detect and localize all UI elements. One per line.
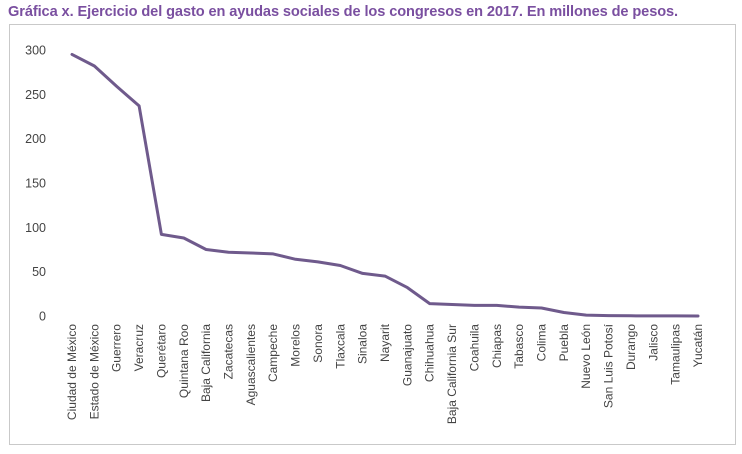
data-point <box>406 286 409 289</box>
chart-title: Gráfica x. Ejercicio del gasto en ayudas… <box>8 4 679 20</box>
data-point <box>71 53 74 56</box>
data-point <box>697 315 700 318</box>
y-tick-label: 200 <box>25 132 46 146</box>
data-point <box>205 248 208 251</box>
data-point <box>316 260 319 263</box>
y-tick-label: 150 <box>25 177 46 191</box>
data-point <box>451 303 454 306</box>
data-point <box>674 314 677 317</box>
x-tick-label: Tamaulipas <box>669 324 683 385</box>
x-tick-label: Sonora <box>311 324 325 363</box>
data-point <box>518 306 521 309</box>
y-tick-label: 300 <box>25 44 46 58</box>
data-point <box>473 304 476 307</box>
x-tick-label: Aguascalientes <box>244 324 258 405</box>
data-point <box>361 272 364 275</box>
x-tick-label: Veracruz <box>132 324 146 371</box>
x-tick-label: Nuevo León <box>579 324 593 389</box>
data-point <box>272 252 275 255</box>
x-tick-label: Tlaxcala <box>333 324 347 369</box>
data-point <box>227 251 230 254</box>
x-tick-label: Querétaro <box>154 324 168 378</box>
data-point <box>182 236 185 239</box>
x-tick-label: Puebla <box>557 324 571 362</box>
x-tick-label: Coahuila <box>467 324 481 372</box>
x-tick-label: Baja California Sur <box>445 324 459 424</box>
x-tick-label: Nayarit <box>378 323 392 362</box>
y-tick-label: 0 <box>39 310 46 324</box>
chart-frame <box>9 24 736 445</box>
data-point <box>607 314 610 317</box>
data-point <box>629 314 632 317</box>
x-tick-label: Baja California <box>199 324 213 402</box>
x-tick-label: Chiapas <box>490 324 504 368</box>
x-tick-label: Ciudad de México <box>65 324 79 420</box>
x-tick-label: Guanajuato <box>400 324 414 386</box>
x-tick-label: Estado de México <box>87 324 101 420</box>
y-tick-label: 100 <box>25 221 46 235</box>
x-tick-label: Durango <box>624 324 638 370</box>
data-point <box>115 85 118 88</box>
x-tick-label: San Luis Potosí <box>602 323 616 408</box>
data-point <box>160 233 163 236</box>
x-tick-label: Morelos <box>289 324 303 367</box>
data-point <box>562 311 565 314</box>
data-point <box>428 302 431 305</box>
data-point <box>495 304 498 307</box>
data-point <box>339 264 342 267</box>
data-point <box>540 307 543 310</box>
x-tick-label: Sinaloa <box>356 324 370 364</box>
data-point <box>249 252 252 255</box>
y-tick-label: 250 <box>25 88 46 102</box>
series-line <box>70 52 700 318</box>
x-tick-label: Yucatán <box>691 324 705 367</box>
x-tick-label: Zacatecas <box>222 324 236 379</box>
data-point <box>384 275 387 278</box>
x-tick-label: Colima <box>535 324 549 362</box>
data-point <box>652 314 655 317</box>
x-tick-label: Quintana Roo <box>177 324 191 398</box>
y-tick-label: 50 <box>32 265 46 279</box>
data-point <box>93 64 96 67</box>
data-point <box>585 314 588 317</box>
x-tick-label: Jalisco <box>646 324 660 361</box>
x-tick-label: Tabasco <box>512 324 526 369</box>
x-tick-label: Guerrero <box>110 324 124 372</box>
x-tick-label: Campeche <box>266 324 280 382</box>
data-point <box>294 258 297 261</box>
data-point <box>138 104 141 107</box>
x-tick-label: Chihuahua <box>423 324 437 382</box>
